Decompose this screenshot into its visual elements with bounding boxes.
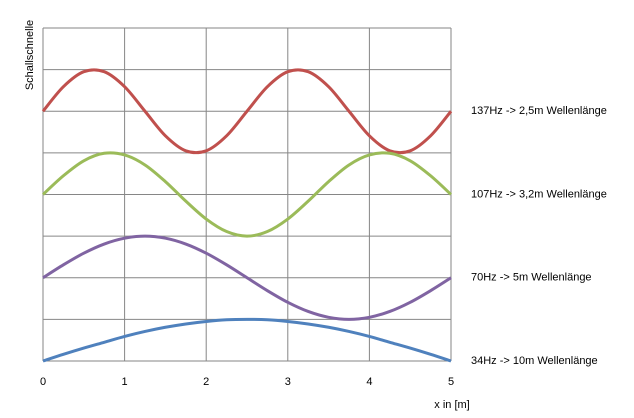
y-axis-label: Schallschnelle	[24, 20, 36, 90]
x-tick-label: 5	[448, 376, 454, 388]
series-line	[41, 68, 453, 155]
x-tick-label: 3	[285, 376, 291, 388]
x-axis-label: x in [m]	[434, 399, 469, 411]
legend-label: 137Hz -> 2,5m Wellenlänge	[471, 105, 607, 117]
series-line	[42, 234, 452, 321]
legend-label: 34Hz -> 10m Wellenlänge	[471, 355, 598, 367]
series-line	[41, 151, 453, 238]
x-tick-label: 4	[366, 376, 372, 388]
legend-label: 107Hz -> 3,2m Wellenlänge	[471, 188, 607, 200]
legend-label: 70Hz -> 5m Wellenlänge	[471, 272, 592, 284]
x-tick-label: 0	[40, 376, 46, 388]
series-line	[42, 317, 452, 363]
x-tick-label: 2	[203, 376, 209, 388]
x-tick-label: 1	[122, 376, 128, 388]
